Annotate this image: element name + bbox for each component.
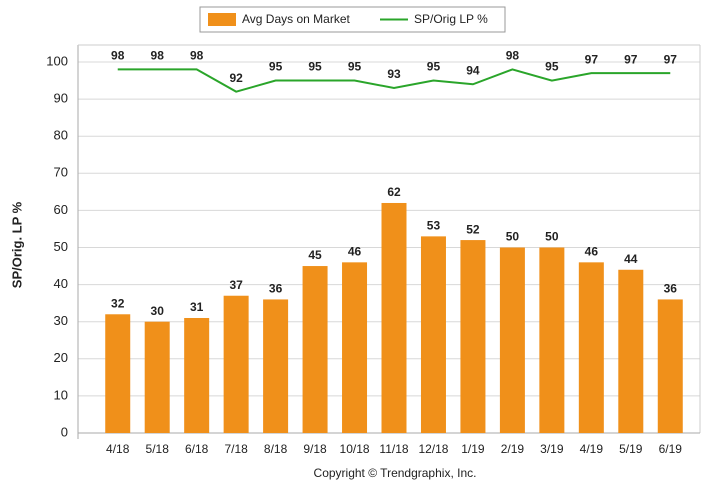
x-tick-label: 11/18 [379,442,408,456]
y-tick-label: 90 [54,91,68,106]
x-tick-label: 5/19 [619,442,643,456]
bar [144,321,170,433]
bar [657,299,683,433]
data-label: 62 [387,185,401,199]
data-label: 95 [308,60,322,74]
legend-swatch [208,13,236,26]
bar [618,269,644,433]
data-label: 45 [308,248,322,262]
data-label: 53 [427,219,441,233]
data-label: 98 [190,49,204,63]
data-label: 31 [190,300,204,314]
bar [420,236,446,433]
data-label: 36 [269,282,283,296]
x-tick-label: 10/18 [340,442,370,456]
data-label: 50 [506,230,520,244]
y-tick-label: 100 [46,53,68,68]
data-label: 95 [545,60,559,74]
bar [263,299,289,433]
data-label: 95 [427,60,441,74]
x-tick-label: 7/18 [224,442,248,456]
data-label: 95 [269,60,283,74]
y-tick-label: 70 [54,165,68,180]
data-label: 93 [387,67,401,81]
x-tick-label: 8/18 [264,442,288,456]
y-tick-label: 20 [54,350,68,365]
data-label: 92 [229,71,243,85]
data-label: 97 [664,52,678,66]
data-label: 30 [151,304,165,318]
data-label: 44 [624,252,638,266]
copyright: Copyright © Trendgraphix, Inc. [314,466,477,480]
data-label: 97 [585,52,599,66]
bar [223,295,249,433]
bar [184,317,210,433]
bar [105,314,131,433]
y-tick-label: 10 [54,387,68,402]
bar [578,262,604,433]
x-tick-label: 2/19 [501,442,525,456]
x-tick-label: 9/18 [303,442,327,456]
x-tick-label: 4/19 [580,442,604,456]
bar [499,247,525,433]
y-tick-label: 50 [54,239,68,254]
x-tick-label: 6/18 [185,442,209,456]
data-label: 95 [348,60,362,74]
bar [539,247,565,433]
y-tick-label: 40 [54,276,68,291]
legend-label: Avg Days on Market [242,12,350,26]
data-label: 94 [466,63,480,77]
data-label: 52 [466,222,480,236]
x-tick-label: 6/19 [659,442,683,456]
y-axis-label: SP/Orig. LP % [9,201,24,288]
line [117,68,671,93]
x-tick-label: 5/18 [146,442,170,456]
legend-label: SP/Orig LP % [414,12,488,26]
data-label: 98 [111,49,125,63]
y-tick-label: 60 [54,202,68,217]
y-tick-label: 0 [61,424,68,439]
data-label: 32 [111,296,125,310]
x-tick-label: 12/18 [418,442,448,456]
x-tick-label: 1/19 [461,442,485,456]
data-label: 36 [664,282,678,296]
data-label: 46 [585,245,599,259]
y-tick-label: 80 [54,128,68,143]
data-label: 50 [545,230,559,244]
data-label: 37 [229,278,243,292]
data-label: 98 [151,49,165,63]
data-label: 98 [506,49,520,63]
bar [460,240,486,433]
legend-box [199,6,506,33]
y-tick-label: 30 [54,313,68,328]
x-tick-label: 3/19 [540,442,564,456]
bar [342,262,368,433]
bar [381,202,407,433]
x-tick-label: 4/18 [106,442,130,456]
bar [302,266,328,433]
data-label: 97 [624,52,638,66]
data-label: 46 [348,245,362,259]
